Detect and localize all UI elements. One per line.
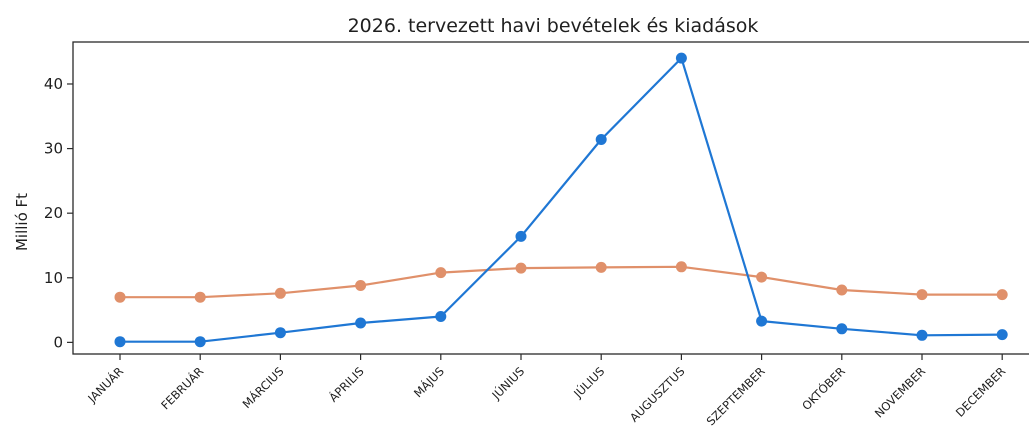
data-point <box>916 289 928 301</box>
x-tick-label: OKTÓBER <box>798 364 847 413</box>
data-point <box>515 230 527 242</box>
x-tick-label: SZEPTEMBER <box>704 364 768 428</box>
y-tick-label: 40 <box>44 75 63 93</box>
series-0 <box>114 52 1008 348</box>
y-tick-label: 30 <box>44 140 63 158</box>
data-point <box>114 336 126 348</box>
x-tick-label: JANUÁR <box>84 364 126 406</box>
data-point <box>194 336 206 348</box>
y-axis: 0 10 20 30 40 <box>44 75 73 351</box>
x-tick-label: ÁPRILIS <box>325 364 366 405</box>
data-point <box>515 262 527 274</box>
series-line <box>120 265 1003 299</box>
x-tick-label: JÚLIUS <box>570 364 608 402</box>
data-point <box>836 323 848 335</box>
data-point <box>916 329 928 341</box>
y-tick-label: 0 <box>53 333 63 351</box>
y-tick-label: 20 <box>44 204 63 222</box>
x-tick-label: AUGUSZTUS <box>627 364 687 424</box>
x-axis: JANUÁR FEBRUÁR MÁRCIUS ÁPRILIS MÁJUS JÚNIUS JÚ… <box>84 354 1009 428</box>
data-point <box>836 284 848 296</box>
x-tick-label: MÁJUS <box>410 364 447 401</box>
data-point <box>996 289 1008 301</box>
data-point <box>756 271 768 283</box>
x-tick-label: MÁRCIUS <box>239 364 287 412</box>
x-tick-label: JÚNIUS <box>488 364 527 403</box>
data-point <box>194 291 206 303</box>
data-point <box>996 329 1008 341</box>
data-point <box>675 52 687 64</box>
series-layer <box>114 52 1008 348</box>
data-point <box>595 261 607 273</box>
data-point <box>355 280 367 291</box>
data-point <box>355 317 367 329</box>
data-point <box>114 291 126 303</box>
data-point <box>756 315 768 327</box>
x-tick-label: FEBRUÁR <box>157 364 206 413</box>
series-line <box>120 56 1003 343</box>
series-1 <box>114 261 1008 303</box>
data-point <box>595 134 607 145</box>
data-point <box>274 287 286 299</box>
chart-title: 2026. tervezett havi bevételek és kiadás… <box>348 15 759 37</box>
data-point <box>274 327 286 339</box>
x-tick-label: DECEMBER <box>953 364 1009 420</box>
plot-frame <box>72 41 1029 355</box>
data-point <box>435 267 447 279</box>
data-point <box>435 311 447 322</box>
y-tick-label: 10 <box>44 269 63 287</box>
y-axis-label: Millió Ft <box>13 193 31 251</box>
x-tick-label: NOVEMBER <box>872 364 928 420</box>
data-point <box>675 261 687 273</box>
